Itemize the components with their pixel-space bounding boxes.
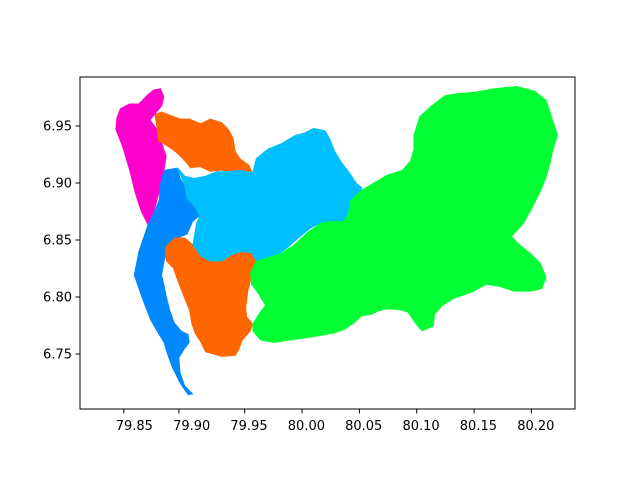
x-tick-label: 80.20: [517, 419, 554, 434]
x-tick-label: 80.00: [288, 419, 325, 434]
x-tick-label: 79.90: [173, 419, 210, 434]
axes-frame: [79, 76, 576, 410]
map-regions: [115, 86, 559, 396]
x-tick-label: 80.05: [345, 419, 382, 434]
x-tick-label: 80.15: [460, 419, 497, 434]
region-cyan-patch: [329, 185, 357, 208]
y-tick-label: 6.80: [43, 291, 72, 306]
region-green-east: [250, 86, 559, 343]
region-blue-coast: [133, 167, 200, 396]
y-axis: 6.75 6.80 6.85 6.90 6.95: [43, 120, 80, 363]
y-tick-label: 6.85: [43, 234, 72, 249]
x-axis: 79.85 79.90 79.95 80.00 80.05 80.10 80.1…: [116, 409, 554, 434]
x-tick-label: 79.85: [116, 419, 153, 434]
y-tick-label: 6.75: [43, 348, 72, 363]
y-tick-label: 6.90: [43, 177, 72, 192]
x-tick-label: 80.10: [402, 419, 439, 434]
x-tick-label: 79.95: [230, 419, 267, 434]
y-tick-label: 6.95: [43, 120, 72, 135]
